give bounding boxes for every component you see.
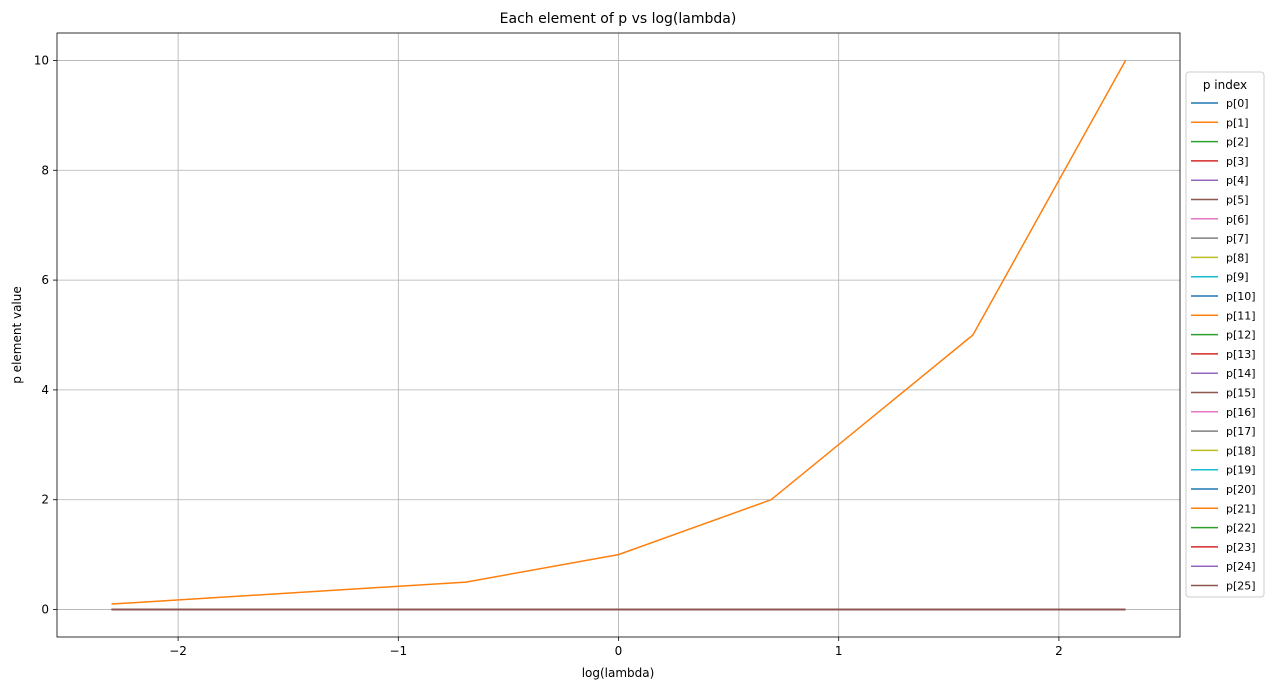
legend-entry: p[1] — [1226, 116, 1249, 129]
y-tick-label: 0 — [41, 603, 49, 617]
y-axis-label: p element value — [10, 286, 24, 384]
y-axis-ticks: 0 2 4 6 8 10 — [34, 53, 57, 617]
legend-entry: p[16] — [1226, 406, 1256, 419]
legend: p index p[0] p[1] p[2] p[3] p[4] p[5] p[6] p[7]… — [1185, 71, 1265, 598]
legend-entry: p[11] — [1226, 309, 1256, 322]
x-axis-label: log(lambda) — [582, 666, 655, 680]
y-tick-label: 6 — [41, 273, 49, 287]
legend-entry: p[25] — [1226, 580, 1256, 593]
x-tick-label: 1 — [835, 644, 843, 658]
chart-title: Each element of p vs log(lambda) — [500, 11, 737, 27]
legend-entry: p[3] — [1226, 155, 1249, 168]
legend-entry: p[14] — [1226, 367, 1256, 380]
legend-entry: p[13] — [1226, 348, 1256, 361]
legend-entry: p[2] — [1226, 136, 1249, 149]
legend-entry: p[0] — [1226, 97, 1249, 110]
x-tick-label: −1 — [389, 644, 407, 658]
legend-entry: p[6] — [1226, 213, 1249, 226]
legend-entry: p[17] — [1226, 425, 1256, 438]
legend-entry: p[22] — [1226, 522, 1256, 535]
x-tick-label: 0 — [615, 644, 623, 658]
legend-items: p[0] p[1] p[2] p[3] p[4] p[5] p[6] p[7] p[8] p[9]… — [1191, 97, 1256, 593]
legend-entry: p[12] — [1226, 329, 1256, 342]
y-tick-label: 10 — [34, 53, 49, 67]
legend-entry: p[18] — [1226, 444, 1256, 457]
y-tick-label: 4 — [41, 383, 49, 397]
legend-entry: p[20] — [1226, 483, 1256, 496]
legend-entry: p[9] — [1226, 271, 1249, 284]
legend-entry: p[8] — [1226, 251, 1249, 264]
x-tick-label: 2 — [1055, 644, 1063, 658]
series-lines — [111, 60, 1127, 611]
legend-entry: p[21] — [1226, 502, 1256, 515]
legend-entry: p[10] — [1226, 290, 1256, 303]
legend-title: p index — [1203, 78, 1247, 92]
legend-entry: p[4] — [1226, 174, 1249, 187]
legend-entry: p[19] — [1226, 464, 1256, 477]
x-axis-ticks: −2 −1 0 1 2 — [169, 637, 1063, 658]
legend-entry: p[15] — [1226, 387, 1256, 400]
y-tick-label: 8 — [41, 163, 49, 177]
legend-entry: p[5] — [1226, 194, 1249, 207]
legend-box — [1185, 71, 1265, 598]
y-tick-label: 2 — [41, 493, 49, 507]
series-line-p1 — [111, 60, 1127, 605]
legend-entry: p[7] — [1226, 232, 1249, 245]
legend-entry: p[24] — [1226, 560, 1256, 573]
x-tick-label: −2 — [169, 644, 187, 658]
legend-entry: p[23] — [1226, 541, 1256, 554]
